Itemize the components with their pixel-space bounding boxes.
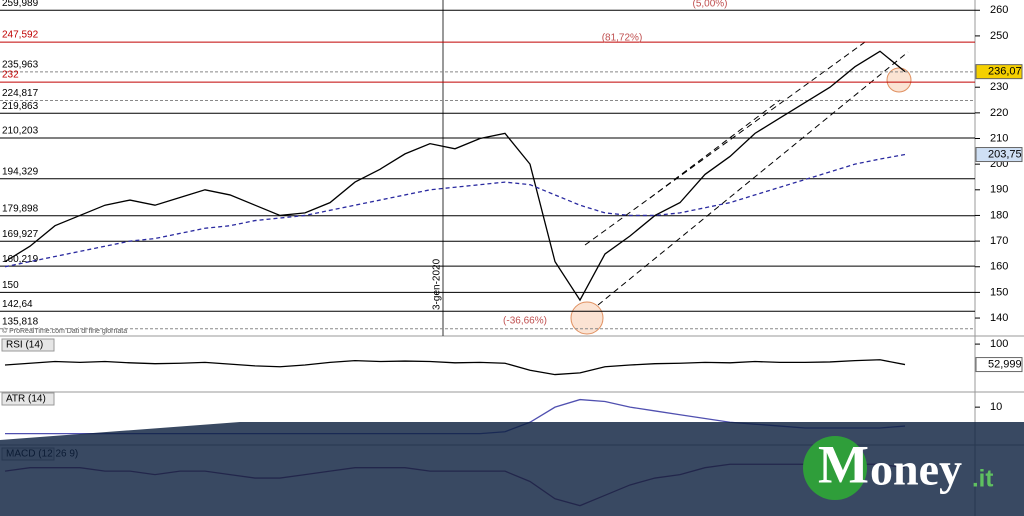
y-tick-label: 180 xyxy=(990,209,1008,221)
level-label: 142,64 xyxy=(2,299,33,310)
last-value-box xyxy=(975,147,1023,163)
last-value-label: 236,07 xyxy=(988,66,1022,78)
level-label: 210,203 xyxy=(2,126,39,137)
y-tick-label: 10 xyxy=(990,401,1002,413)
annotation: (81,72%) xyxy=(602,33,643,44)
y-tick-label: 150 xyxy=(990,286,1008,298)
annotation: (-36,66%) xyxy=(503,316,547,327)
series-line xyxy=(4,50,906,302)
y-tick-label: 220 xyxy=(990,107,1008,119)
y-tick-label: 160 xyxy=(990,261,1008,273)
last-value-box xyxy=(975,357,1023,373)
y-tick-label: 250 xyxy=(990,30,1008,42)
annotation: (5,00%) xyxy=(692,0,727,10)
level-label: 235,963 xyxy=(2,60,39,71)
logo-circle xyxy=(803,436,867,500)
panel-label-bg xyxy=(1,392,55,406)
panel-title: RSI (14) xyxy=(6,340,43,351)
panel-label-bg xyxy=(1,338,55,352)
level-label: 219,863 xyxy=(2,101,39,112)
y-tick-label: 230 xyxy=(990,81,1008,93)
y-tick-label: 260 xyxy=(990,4,1008,16)
highlight-circle xyxy=(886,67,912,93)
panel-title: ATR (14) xyxy=(6,394,46,405)
last-value-box xyxy=(975,64,1023,80)
banner xyxy=(0,422,1024,516)
level-label: 160,219 xyxy=(2,254,39,265)
level-label: 247,592 xyxy=(2,30,39,41)
y-tick-label: 190 xyxy=(990,184,1008,196)
series-line xyxy=(4,153,906,268)
level-label: 169,927 xyxy=(2,229,39,240)
logo-suffix: .it xyxy=(972,465,993,492)
logo-letter: M xyxy=(818,434,869,494)
level-label: 194,329 xyxy=(2,166,39,177)
y-tick-label: 140 xyxy=(990,312,1008,324)
series-line xyxy=(4,359,906,376)
last-value-label: 203,75 xyxy=(988,148,1022,160)
logo-word: oney xyxy=(870,444,962,495)
date-marker: 3-gen-2020 xyxy=(432,258,443,310)
y-tick-label: 170 xyxy=(990,235,1008,247)
y-tick-label: 100 xyxy=(990,338,1008,350)
level-label: 224,817 xyxy=(2,88,39,99)
level-label: 135,818 xyxy=(2,316,39,327)
level-label: 232 xyxy=(2,70,19,81)
level-label: 150 xyxy=(2,280,19,291)
level-label: 179,898 xyxy=(2,203,39,214)
last-value-label: 52,999 xyxy=(988,358,1022,370)
level-label: 259,989 xyxy=(2,0,39,9)
source: © ProRealTime.com Dati di fine giornata xyxy=(2,327,127,335)
y-tick-label: 210 xyxy=(990,132,1008,144)
highlight-circle xyxy=(570,301,604,335)
